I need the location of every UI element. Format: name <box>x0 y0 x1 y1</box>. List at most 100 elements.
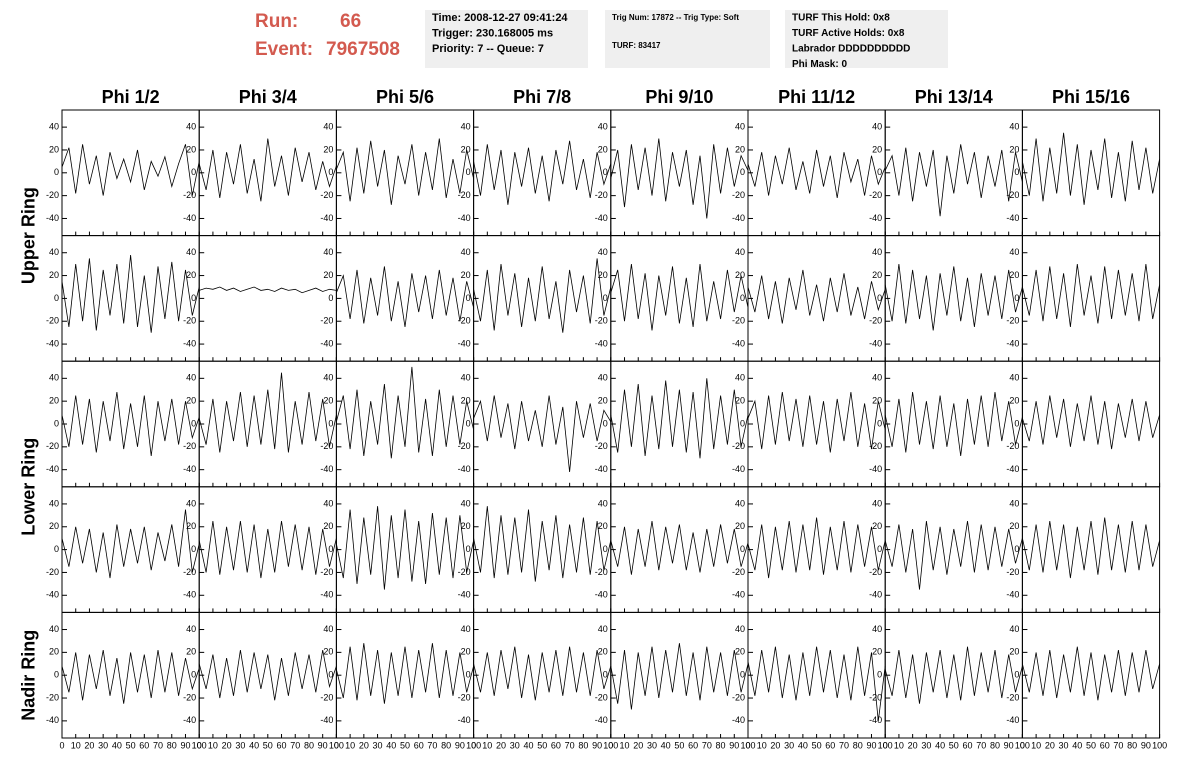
y-tick-label: 0 <box>1014 293 1019 303</box>
waveform <box>884 144 1023 217</box>
y-tick-label: 40 <box>1009 498 1019 508</box>
waveform <box>199 286 337 294</box>
y-tick-label: 40 <box>598 247 608 257</box>
y-tick-label: -40 <box>458 464 471 474</box>
y-tick-label: -20 <box>320 316 333 326</box>
y-tick-label: 0 <box>328 167 333 177</box>
waveform <box>198 650 337 701</box>
y-tick-label: -20 <box>46 441 59 451</box>
x-tick-label: 0 <box>608 740 613 750</box>
waveform <box>1022 395 1160 450</box>
y-tick-label: -40 <box>320 338 333 348</box>
y-tick-label: -40 <box>869 464 882 474</box>
x-tick-label: 20 <box>1045 740 1055 750</box>
x-tick-label: 70 <box>839 740 849 750</box>
panel-frame <box>884 611 1023 739</box>
x-tick-label: 0 <box>197 740 202 750</box>
y-tick-label: 20 <box>735 270 745 280</box>
waveform <box>1022 132 1160 205</box>
x-tick-label: 60 <box>139 740 149 750</box>
waveform <box>61 254 200 333</box>
column-header: Phi 7/8 <box>513 87 571 107</box>
y-tick-label: 20 <box>461 647 471 657</box>
y-tick-label: -40 <box>732 590 745 600</box>
waveform <box>198 521 337 579</box>
x-tick-label: 30 <box>647 740 657 750</box>
waveform <box>884 646 1023 704</box>
x-tick-label: 90 <box>866 740 876 750</box>
y-tick-label: -40 <box>732 213 745 223</box>
x-tick-label: 90 <box>318 740 328 750</box>
y-tick-label: -20 <box>320 692 333 702</box>
y-tick-label: -40 <box>595 338 608 348</box>
y-tick-label: -40 <box>595 715 608 725</box>
x-tick-label: 100 <box>603 740 618 750</box>
y-tick-label: -20 <box>1006 441 1019 451</box>
y-tick-label: -40 <box>183 338 196 348</box>
run-value: 66 <box>340 11 361 32</box>
x-tick-label: 10 <box>71 740 81 750</box>
y-tick-label: -20 <box>183 190 196 200</box>
info-box <box>785 10 948 68</box>
waveform <box>61 509 200 579</box>
info-line: Trig Num: 17872 -- Trig Type: Soft <box>612 13 739 22</box>
x-tick-label: 70 <box>565 740 575 750</box>
y-tick-label: -20 <box>732 567 745 577</box>
y-tick-label: 0 <box>1014 167 1019 177</box>
panel-frame <box>884 486 1023 613</box>
x-tick-label: 50 <box>400 740 410 750</box>
y-tick-label: 20 <box>49 521 59 531</box>
waveform <box>884 264 1023 331</box>
panel-frame <box>198 486 337 613</box>
x-tick-label: 80 <box>578 740 588 750</box>
x-tick-label: 50 <box>126 740 136 750</box>
y-tick-label: 40 <box>872 373 882 383</box>
y-tick-label: 0 <box>740 167 745 177</box>
y-tick-label: 0 <box>466 418 471 428</box>
waveform <box>1022 264 1160 327</box>
y-tick-label: 40 <box>186 122 196 132</box>
x-tick-label: 100 <box>466 740 481 750</box>
y-tick-label: -20 <box>732 190 745 200</box>
x-tick-label: 50 <box>537 740 547 750</box>
info-line: Labrador DDDDDDDDDD <box>792 44 910 55</box>
x-tick-label: 80 <box>167 740 177 750</box>
y-tick-label: 0 <box>328 293 333 303</box>
panel-frame <box>1021 360 1161 488</box>
y-tick-label: -20 <box>595 441 608 451</box>
panel-frame <box>473 611 612 739</box>
y-tick-label: 20 <box>49 647 59 657</box>
y-tick-label: 20 <box>598 270 608 280</box>
y-tick-label: -40 <box>1006 338 1019 348</box>
waveform <box>747 269 886 324</box>
x-tick-label: 80 <box>304 740 314 750</box>
y-tick-label: -20 <box>869 316 882 326</box>
x-tick-label: 0 <box>334 740 339 750</box>
y-tick-label: -40 <box>732 338 745 348</box>
y-tick-label: -40 <box>595 464 608 474</box>
x-tick-label: 50 <box>949 740 959 750</box>
x-tick-label: 90 <box>180 740 190 750</box>
y-tick-label: 40 <box>461 247 471 257</box>
x-tick-label: 30 <box>98 740 108 750</box>
panel-frame <box>198 235 337 362</box>
y-tick-label: -40 <box>869 590 882 600</box>
y-tick-label: -40 <box>320 715 333 725</box>
y-tick-label: 20 <box>872 521 882 531</box>
x-tick-label: 20 <box>84 740 94 750</box>
y-tick-label: 40 <box>186 373 196 383</box>
y-tick-label: 20 <box>49 396 59 406</box>
y-tick-label: -20 <box>46 692 59 702</box>
x-tick-label: 100 <box>740 740 755 750</box>
y-tick-label: -40 <box>458 338 471 348</box>
y-tick-label: 40 <box>323 624 333 634</box>
y-tick-label: 20 <box>323 270 333 280</box>
y-tick-label: 20 <box>735 647 745 657</box>
y-tick-label: 0 <box>603 293 608 303</box>
y-tick-label: -40 <box>46 590 59 600</box>
y-tick-label: 40 <box>872 247 882 257</box>
x-tick-label: 80 <box>1127 740 1137 750</box>
y-tick-label: 20 <box>186 396 196 406</box>
y-tick-label: -20 <box>46 567 59 577</box>
